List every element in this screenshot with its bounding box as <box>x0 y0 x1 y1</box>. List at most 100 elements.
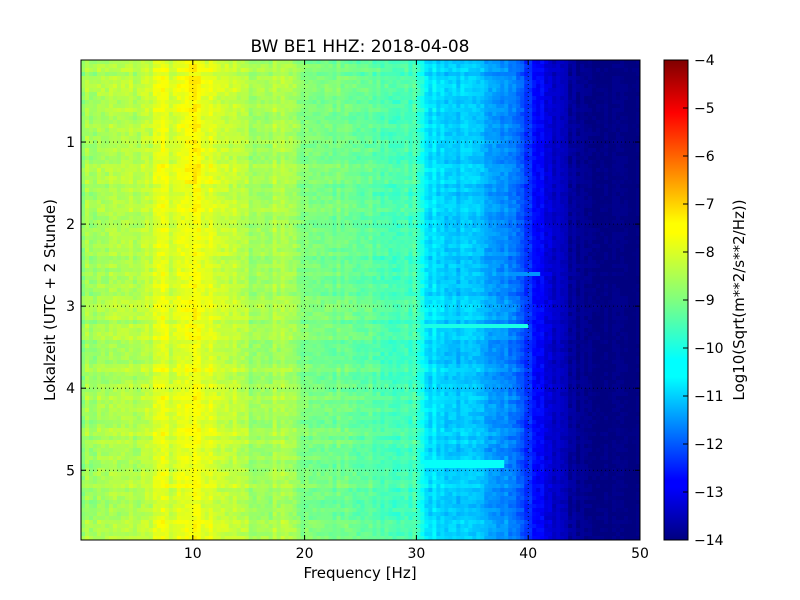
heatmap-cell <box>456 100 461 105</box>
heatmap-cell <box>436 132 441 137</box>
heatmap-cell <box>248 116 254 121</box>
heatmap-cell <box>208 104 214 109</box>
heatmap-cell <box>160 200 166 205</box>
heatmap-cell <box>528 152 533 157</box>
heatmap-cell <box>404 168 410 173</box>
heatmap-cell <box>220 108 226 113</box>
heatmap-cell <box>560 112 565 117</box>
heatmap-cell <box>444 196 449 201</box>
heatmap-cell <box>188 120 194 125</box>
heatmap-cell <box>260 172 266 177</box>
heatmap-cell <box>88 168 94 173</box>
heatmap-cell <box>376 104 382 109</box>
heatmap-cell <box>112 80 118 85</box>
heatmap-cell <box>324 92 330 97</box>
heatmap-cell <box>256 64 262 69</box>
heatmap-cell <box>176 188 182 193</box>
heatmap-cell <box>556 76 561 81</box>
heatmap-cell <box>540 116 545 121</box>
heatmap-cell <box>632 188 637 193</box>
heatmap-cell <box>108 168 114 173</box>
heatmap-cell <box>408 92 413 97</box>
heatmap-cell <box>236 176 242 181</box>
heatmap-cell <box>392 148 398 153</box>
heatmap-cell <box>636 80 640 85</box>
heatmap-cell <box>476 116 481 121</box>
heatmap-cell <box>628 84 633 89</box>
heatmap-cell <box>556 112 561 117</box>
heatmap-cell <box>212 156 218 161</box>
heatmap-cell <box>392 76 398 81</box>
heatmap-cell <box>136 176 142 181</box>
heatmap-cell <box>616 72 621 77</box>
heatmap-cell <box>192 156 198 161</box>
heatmap-cell <box>592 172 597 177</box>
heatmap-cell <box>340 84 346 89</box>
heatmap-cell <box>92 144 98 149</box>
heatmap-cell <box>592 68 597 73</box>
heatmap-cell <box>128 92 134 97</box>
heatmap-cell <box>368 160 374 165</box>
heatmap-cell <box>552 60 557 65</box>
heatmap-cell <box>292 200 298 205</box>
heatmap-cell <box>168 116 174 121</box>
heatmap-cell <box>140 136 146 141</box>
heatmap-cell <box>164 124 170 129</box>
heatmap-cell <box>176 120 182 125</box>
heatmap-cell <box>352 180 358 185</box>
heatmap-cell <box>536 156 541 161</box>
heatmap-cell <box>404 136 410 141</box>
heatmap-cell <box>468 196 473 201</box>
heatmap-cell <box>580 124 585 129</box>
heatmap-cell <box>100 112 106 117</box>
heatmap-cell <box>268 152 274 157</box>
heatmap-cell <box>580 188 585 193</box>
heatmap-cell <box>192 144 198 149</box>
heatmap-cell <box>284 120 290 125</box>
heatmap-cell <box>340 160 346 165</box>
heatmap-cell <box>520 100 525 105</box>
heatmap-cell <box>592 80 597 85</box>
heatmap-cell <box>81 104 86 109</box>
heatmap-cell <box>500 160 505 165</box>
heatmap-cell <box>528 108 533 113</box>
heatmap-cell <box>508 76 513 81</box>
heatmap-cell <box>84 172 90 177</box>
heatmap-cell <box>204 84 210 89</box>
heatmap-cell <box>468 156 473 161</box>
heatmap-cell <box>480 88 485 93</box>
heatmap-cell <box>288 164 294 169</box>
heatmap-cell <box>184 168 190 173</box>
heatmap-cell <box>316 152 322 157</box>
heatmap-cell <box>440 96 445 101</box>
heatmap-cell <box>572 68 577 73</box>
heatmap-cell <box>268 188 274 193</box>
heatmap-cell <box>384 140 390 145</box>
heatmap-cell <box>200 176 206 181</box>
heatmap-cell <box>196 120 202 125</box>
heatmap-cell <box>212 132 218 137</box>
heatmap-cell <box>276 116 282 121</box>
heatmap-cell <box>380 176 386 181</box>
heatmap-cell <box>592 168 597 173</box>
heatmap-cell <box>360 96 366 101</box>
heatmap-cell <box>432 184 437 189</box>
heatmap-cell <box>508 188 513 193</box>
heatmap-cell <box>492 156 497 161</box>
heatmap-cell <box>244 96 250 101</box>
heatmap-cell <box>616 176 621 181</box>
heatmap-cell <box>176 104 182 109</box>
heatmap-cell <box>452 60 457 65</box>
heatmap-cell <box>104 132 110 137</box>
heatmap-cell <box>512 104 517 109</box>
heatmap-cell <box>620 80 625 85</box>
heatmap-cell <box>476 60 481 65</box>
heatmap-cell <box>288 152 294 157</box>
heatmap-cell <box>156 200 162 205</box>
heatmap-cell <box>232 144 238 149</box>
heatmap-cell <box>460 100 465 105</box>
heatmap-cell <box>184 184 190 189</box>
heatmap-cell <box>524 196 529 201</box>
heatmap-cell <box>484 92 489 97</box>
heatmap-cell <box>304 176 310 181</box>
